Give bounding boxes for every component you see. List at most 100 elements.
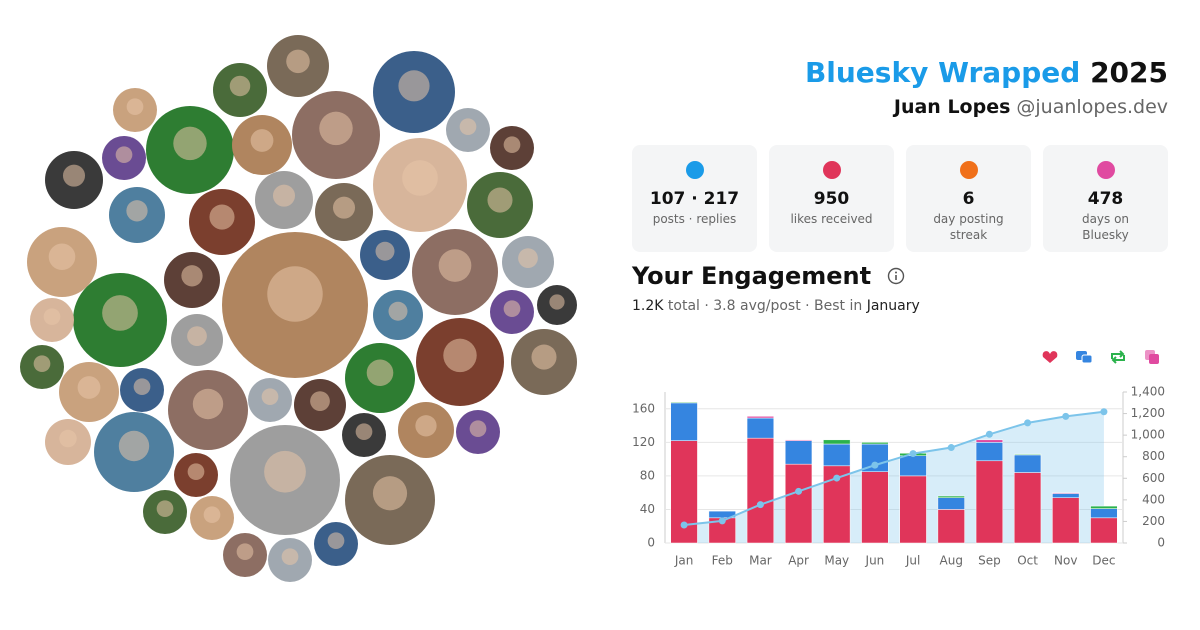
y2-tick-label: 800: [1142, 449, 1165, 463]
avatar-face: [229, 75, 251, 97]
bar-segment: [975, 442, 1004, 462]
line-point: [985, 430, 993, 438]
bar-segment: [823, 439, 851, 445]
bar-segment: [975, 460, 1004, 544]
avatar-face: [77, 376, 101, 399]
avatar-face: [503, 300, 521, 318]
bar-segment: [746, 437, 775, 544]
x-tick-label: May: [824, 554, 849, 568]
bar-segment: [899, 452, 927, 457]
avatar-face: [531, 344, 557, 370]
avatar-face: [187, 463, 205, 481]
y2-tick-label: 1,400: [1131, 385, 1165, 399]
line-point: [680, 521, 688, 529]
bar-segment: [899, 475, 927, 544]
x-tick-label: Jul: [905, 554, 920, 568]
legend-item: [1042, 351, 1058, 363]
user-handle: @juanlopes.dev: [1016, 96, 1168, 118]
bar-segment: [708, 517, 736, 544]
avatar-face: [187, 326, 207, 346]
section-title: Your Engagement: [632, 262, 905, 290]
legend-icon: [1042, 351, 1058, 363]
stat-icon: [959, 161, 978, 179]
bar-segment: [670, 402, 698, 441]
avatar-face: [156, 500, 174, 518]
avatar-face: [133, 378, 151, 396]
x-tick-label: Oct: [1017, 554, 1038, 568]
y2-tick-label: 0: [1157, 536, 1165, 550]
avatar-face: [261, 388, 279, 406]
avatar-face: [469, 420, 487, 438]
stat-card: 107 · 217 posts · replies: [632, 145, 757, 252]
avatar-face: [264, 450, 306, 493]
legend-item: [1076, 351, 1093, 364]
avatar-face: [310, 391, 330, 411]
y-tick-label: 0: [647, 536, 655, 550]
stat-label: likes received: [790, 212, 873, 226]
avatar-face: [415, 415, 437, 437]
stat-icon: [1096, 161, 1115, 179]
stat-label: days on Bluesky: [1081, 212, 1130, 242]
line-point: [1100, 408, 1108, 416]
avatar-face: [59, 429, 77, 448]
avatar-face: [459, 118, 477, 136]
avatar-face: [319, 111, 353, 146]
bar-segment: [1052, 492, 1080, 494]
bar-segment: [670, 401, 698, 404]
avatar-face: [203, 506, 221, 524]
bar-segment: [1013, 454, 1042, 473]
area: [684, 411, 1104, 543]
y-tick-label: 80: [640, 468, 655, 482]
bar-segment: [937, 495, 965, 498]
avatar-face: [503, 136, 521, 154]
avatar-face: [192, 388, 224, 420]
line-point: [1024, 419, 1032, 427]
avatar-face: [388, 301, 408, 321]
summary-best: January: [866, 298, 920, 314]
avatar-face: [250, 129, 274, 152]
stat-icon: [685, 161, 704, 179]
y2-tick-label: 1,000: [1131, 428, 1165, 442]
bar-segment: [823, 443, 851, 467]
avatar-face: [102, 295, 138, 331]
bar-segment: [1090, 517, 1118, 544]
avatar-face: [33, 355, 51, 373]
x-tick-label: Jan: [674, 554, 694, 568]
avatar-face: [267, 266, 323, 322]
year: 2025: [1090, 56, 1168, 89]
legend-item: [1111, 350, 1125, 364]
y2-tick-label: 200: [1142, 514, 1165, 528]
avatar-face: [181, 265, 203, 287]
bar-segment: [1013, 472, 1042, 544]
avatar-face: [402, 160, 438, 196]
legend-icon: [1149, 354, 1159, 364]
bar-segment: [1052, 497, 1080, 544]
avatar-face: [236, 543, 254, 561]
avatar-face: [332, 196, 356, 219]
stat-value: 950: [813, 189, 850, 209]
avatar-face: [118, 430, 150, 462]
stat-icon: [822, 161, 841, 179]
x-tick-label: Jun: [865, 554, 885, 568]
bar-segment: [746, 417, 775, 439]
legend-icon: [1076, 351, 1087, 360]
line-point: [795, 487, 803, 495]
info-icon[interactable]: [887, 267, 905, 285]
bar-segment: [1052, 493, 1080, 498]
avatar-face: [355, 423, 373, 441]
avatar-cloud: [20, 35, 577, 582]
line-point: [909, 450, 917, 458]
bar-segment: [861, 442, 889, 445]
avatar-face: [281, 548, 299, 566]
stat-value: 478: [1087, 189, 1124, 209]
bar-segment: [861, 443, 889, 472]
bar-segment: [1090, 508, 1118, 519]
y2-tick-label: 600: [1142, 471, 1165, 485]
bar-segment: [975, 439, 1004, 443]
avatar-face: [372, 476, 408, 511]
avatar-face: [62, 164, 86, 187]
legend-item: [1145, 350, 1159, 364]
avatar-face: [549, 294, 565, 310]
y-tick-label: 120: [632, 435, 655, 449]
legend-icon: [1145, 350, 1155, 360]
